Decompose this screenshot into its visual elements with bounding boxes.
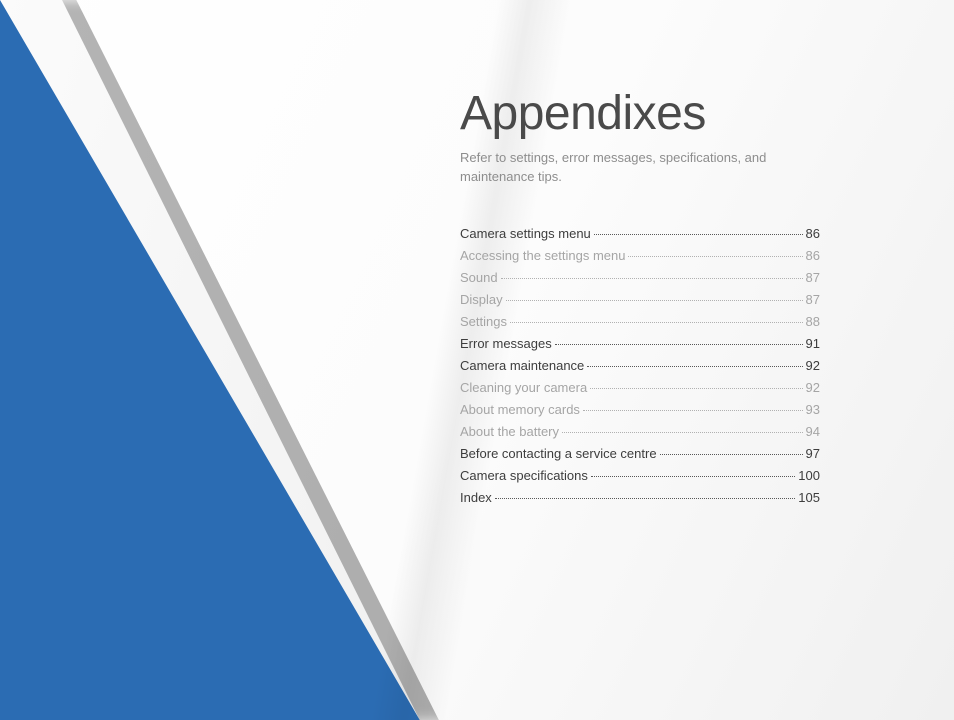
toc-leader-dots (495, 498, 795, 499)
toc-page-number: 105 (798, 491, 820, 504)
toc-page-number: 100 (798, 469, 820, 482)
toc-row: Camera maintenance 92 (460, 359, 820, 372)
toc-page-number: 97 (806, 447, 820, 460)
toc-label: Camera specifications (460, 469, 588, 482)
toc-row: About the battery 94 (460, 425, 820, 438)
toc-leader-dots (501, 278, 803, 279)
toc-label: Sound (460, 271, 498, 284)
toc-leader-dots (583, 410, 803, 411)
toc-row: Display 87 (460, 293, 820, 306)
toc-row: Camera specifications 100 (460, 469, 820, 482)
toc-leader-dots (590, 388, 802, 389)
toc-page-number: 87 (806, 293, 820, 306)
toc-label: About memory cards (460, 403, 580, 416)
toc-page-number: 86 (806, 249, 820, 262)
toc-row: Settings 88 (460, 315, 820, 328)
toc-leader-dots (660, 454, 803, 455)
toc-row: Before contacting a service centre 97 (460, 447, 820, 460)
table-of-contents: Camera settings menu86Accessing the sett… (460, 227, 820, 504)
toc-row: Cleaning your camera 92 (460, 381, 820, 394)
toc-label: About the battery (460, 425, 559, 438)
toc-page-number: 94 (806, 425, 820, 438)
toc-leader-dots (506, 300, 803, 301)
toc-label: Before contacting a service centre (460, 447, 657, 460)
toc-row: Camera settings menu 86 (460, 227, 820, 240)
toc-leader-dots (587, 366, 802, 367)
toc-leader-dots (510, 322, 803, 323)
toc-label: Display (460, 293, 503, 306)
toc-label: Error messages (460, 337, 552, 350)
toc-label: Camera maintenance (460, 359, 584, 372)
toc-label: Camera settings menu (460, 227, 591, 240)
toc-label: Index (460, 491, 492, 504)
toc-leader-dots (594, 234, 803, 235)
toc-row: Accessing the settings menu 86 (460, 249, 820, 262)
toc-page-number: 86 (806, 227, 820, 240)
toc-row: Index 105 (460, 491, 820, 504)
toc-page-number: 92 (806, 359, 820, 372)
toc-page-number: 91 (806, 337, 820, 350)
toc-page-number: 87 (806, 271, 820, 284)
toc-leader-dots (555, 344, 803, 345)
toc-label: Cleaning your camera (460, 381, 587, 394)
toc-label: Accessing the settings menu (460, 249, 625, 262)
toc-row: About memory cards 93 (460, 403, 820, 416)
toc-page-number: 93 (806, 403, 820, 416)
toc-page-number: 92 (806, 381, 820, 394)
toc-leader-dots (591, 476, 795, 477)
toc-leader-dots (628, 256, 802, 257)
page-title: Appendixes (460, 86, 860, 141)
content-block: Appendixes Refer to settings, error mess… (460, 86, 860, 513)
toc-page-number: 88 (806, 315, 820, 328)
page-subtitle: Refer to settings, error messages, speci… (460, 149, 820, 187)
toc-row: Sound 87 (460, 271, 820, 284)
toc-row: Error messages 91 (460, 337, 820, 350)
toc-label: Settings (460, 315, 507, 328)
toc-leader-dots (562, 432, 803, 433)
